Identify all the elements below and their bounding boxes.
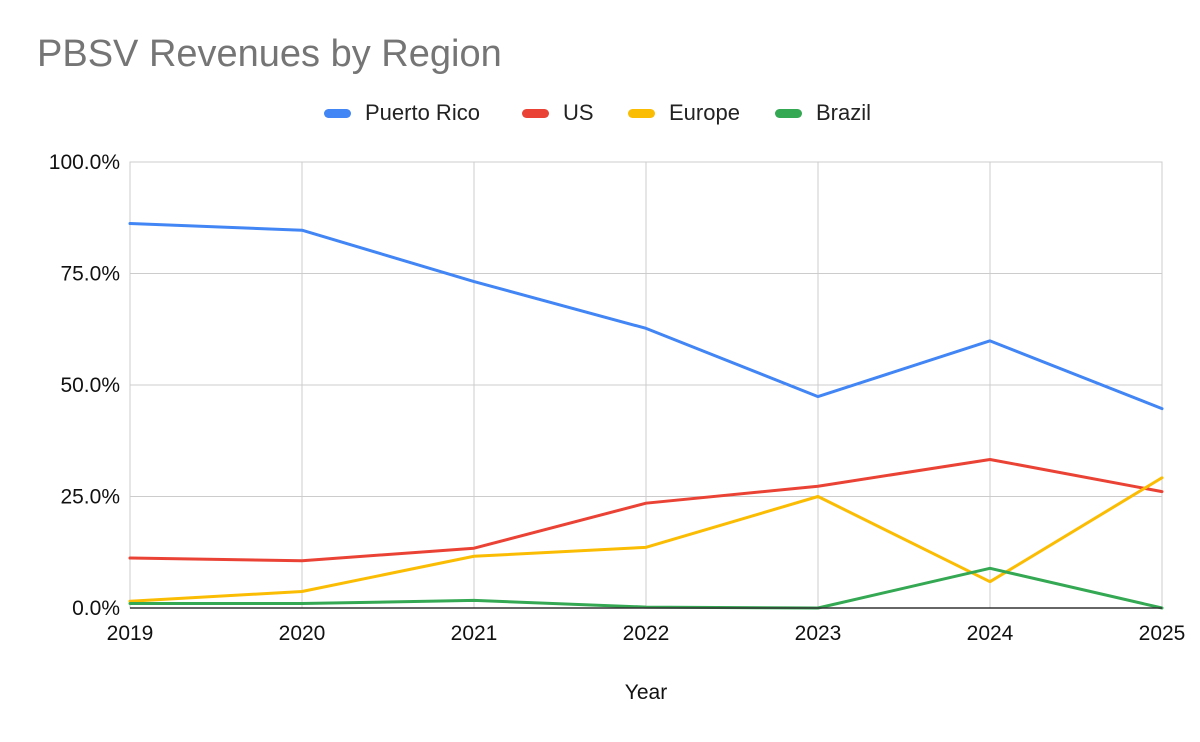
legend-swatch — [628, 108, 655, 118]
y-tick-label: 0.0% — [72, 597, 120, 620]
y-tick-label: 75.0% — [60, 263, 120, 286]
legend-item: Brazil — [775, 98, 871, 128]
y-tick-label: 50.0% — [60, 374, 120, 397]
series-line-puerto-rico — [128, 222, 1164, 411]
legend-label: US — [563, 100, 594, 125]
legend-item: Puerto Rico — [324, 98, 480, 128]
x-tick-label: 2020 — [279, 622, 326, 645]
series-line-europe — [128, 476, 1164, 603]
legend-label: Europe — [669, 100, 740, 125]
x-tick-label: 2023 — [795, 622, 842, 645]
legend-label: Puerto Rico — [365, 100, 480, 125]
legend-swatch — [775, 108, 802, 118]
legend-swatch — [324, 108, 351, 118]
series-line-us — [128, 457, 1164, 563]
y-tick-label: 100.0% — [49, 151, 120, 174]
x-tick-label: 2022 — [623, 622, 670, 645]
chart-title: PBSV Revenues by Region — [37, 33, 502, 75]
legend: Puerto Rico US Europe Brazil — [0, 98, 1200, 128]
legend-item: US — [522, 98, 594, 128]
x-axis-title: Year — [625, 681, 667, 704]
y-tick-label: 25.0% — [60, 486, 120, 509]
x-tick-label: 2025 — [1139, 622, 1186, 645]
series-line-brazil — [128, 566, 1164, 610]
x-tick-label: 2021 — [451, 622, 498, 645]
legend-item: Europe — [628, 98, 740, 128]
legend-swatch — [522, 108, 549, 118]
x-tick-label: 2024 — [967, 622, 1014, 645]
x-tick-label: 2019 — [107, 622, 154, 645]
legend-label: Brazil — [816, 100, 872, 125]
